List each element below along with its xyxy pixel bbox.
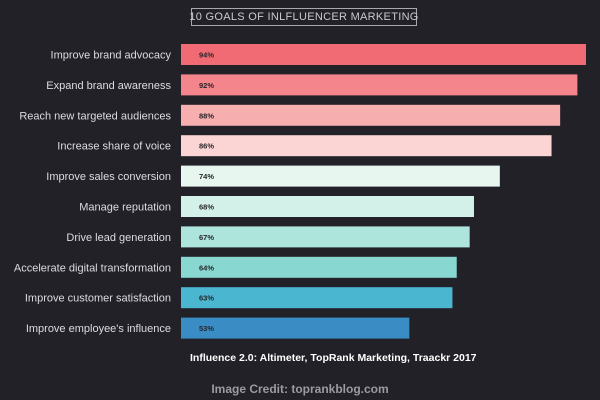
category-label: Reach new targeted audiences (19, 110, 171, 122)
bar-value-label: 86% (199, 142, 214, 151)
chart-title: 10 GOALS OF INLFLUENCER MARKETING (189, 11, 419, 23)
chart-title-box: 10 GOALS OF INLFLUENCER MARKETING (189, 8, 419, 26)
bar-value-label: 53% (199, 324, 214, 333)
category-label: Improve customer satisfaction (25, 293, 171, 305)
category-label: Improve sales conversion (46, 171, 171, 183)
category-label: Accelerate digital transformation (14, 262, 171, 274)
bar-6 (181, 196, 474, 217)
category-label: Manage reputation (79, 202, 171, 214)
bar-value-label: 67% (199, 233, 214, 242)
bar-8 (181, 256, 457, 278)
bar-7 (181, 226, 470, 248)
bar-3 (181, 104, 561, 126)
source-citation: Influence 2.0: Altimeter, TopRank Market… (190, 352, 477, 364)
bar-value-label: 63% (199, 294, 214, 303)
bar-2 (181, 74, 578, 96)
bar-1 (181, 44, 586, 65)
category-label: Improve brand advocacy (51, 50, 172, 62)
image-credit: Image Credit: toprankblog.com (211, 382, 389, 396)
bar-10 (181, 317, 410, 339)
category-label: Increase share of voice (57, 141, 171, 153)
bar-value-label: 94% (199, 51, 214, 60)
category-label: Improve employee's influence (26, 323, 171, 335)
bar-9 (181, 287, 453, 309)
bar-value-label: 88% (199, 111, 214, 120)
category-label: Drive lead generation (66, 232, 171, 244)
bar-value-label: 92% (199, 81, 214, 90)
bar-4 (181, 135, 552, 157)
category-label: Expand brand awareness (46, 80, 171, 92)
bar-5 (181, 165, 500, 187)
bar-value-label: 64% (199, 263, 214, 272)
bar-value-label: 68% (199, 203, 214, 212)
bar-value-label: 74% (199, 172, 214, 181)
